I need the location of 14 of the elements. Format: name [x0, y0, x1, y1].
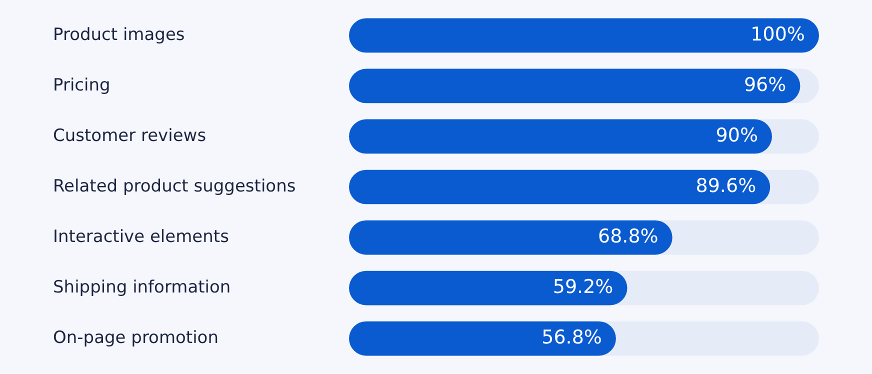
y-tick-label: Shipping information	[53, 277, 231, 298]
y-tick-label: On-page promotion	[53, 328, 218, 348]
data-label: 89.6%	[696, 174, 756, 197]
data-label: 100%	[750, 23, 805, 46]
y-tick-label: Customer reviews	[53, 126, 206, 146]
y-tick-label: Product images	[53, 24, 185, 45]
y-tick-label: Related product suggestions	[53, 176, 296, 196]
data-label: 59.2%	[552, 276, 614, 298]
data-label: 56.8%	[542, 326, 602, 348]
y-tick-label: Pricing	[53, 75, 110, 96]
data-label: 90%	[716, 124, 758, 146]
data-label: 68.8%	[598, 225, 658, 248]
data-label: 96%	[744, 74, 786, 96]
y-tick-label: Interactive elements	[53, 226, 230, 247]
